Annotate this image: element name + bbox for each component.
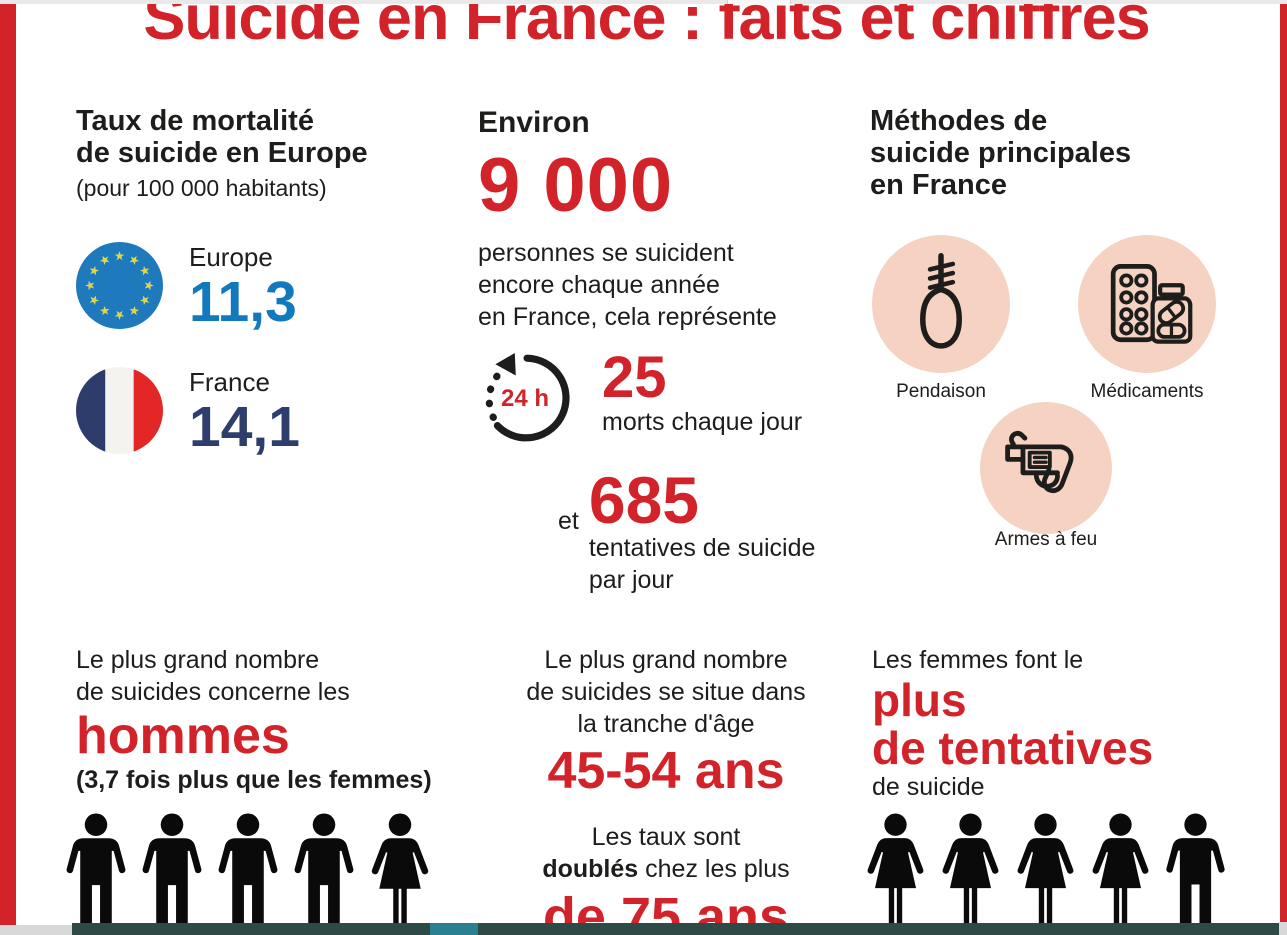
mortality-section: Taux de mortalité de suicide en Europe (…	[76, 105, 468, 459]
daily-deaths-value: 25	[602, 345, 667, 411]
man-icon	[66, 813, 126, 931]
mortality-heading-line2: de suicide en Europe	[76, 136, 368, 169]
annual-desc-line3: en France, cela représente	[478, 302, 777, 331]
mortality-subheading: (pour 100 000 habitants)	[76, 174, 327, 201]
men-note: (3,7 fois plus que les femmes)	[76, 766, 432, 795]
europe-label: Europe	[189, 241, 273, 272]
eu-flag-icon	[76, 241, 163, 329]
daily-deaths-label: morts chaque jour	[602, 408, 803, 437]
woman-icon	[371, 813, 429, 931]
page-title: Suicide en France : faits et chiffres	[143, 0, 1150, 53]
daily-attempts-row: et 685 tentatives de suicide par jour	[478, 467, 874, 597]
browser-chrome-strip	[0, 0, 1287, 4]
pills-icon	[1110, 264, 1193, 344]
annual-intro: Environ	[478, 106, 590, 139]
right-accent-bar	[1280, 0, 1287, 922]
revolver-icon	[1005, 430, 1074, 494]
man-icon	[142, 813, 202, 931]
daily-attempts-value: 685	[588, 463, 699, 538]
age-line4: Les taux sont	[591, 823, 741, 852]
france-rate-value: 14,1	[189, 394, 300, 459]
daily-deaths-row: 24 h 25 morts chaque jour	[478, 345, 874, 445]
age-highlight: 45-54 ans	[547, 742, 785, 801]
men-line2: de suicides concerne les	[76, 677, 350, 706]
annual-desc-line2: encore chaque année	[478, 270, 720, 299]
age-statistic-block: Le plus grand nombre de suicides se situ…	[470, 645, 862, 935]
women-highlight-line1: plus	[872, 673, 967, 726]
method-circle-hanging	[872, 235, 1010, 373]
attempts-prefix: et	[558, 507, 579, 536]
women-figures-row	[858, 813, 1250, 931]
age-line5-rest: chez les plus	[638, 855, 790, 883]
annual-desc-line1: personnes se suicident	[478, 239, 734, 267]
attempts-label-line2: par jour	[588, 566, 674, 594]
methods-icons: Pendaison Médicaments	[870, 235, 1270, 565]
woman-icon	[867, 813, 924, 930]
annual-section: Environ 9 000 personnes se suicident enc…	[478, 106, 874, 597]
man-icon	[1166, 813, 1225, 930]
mortality-heading-line1: Taux de mortalité	[76, 105, 314, 137]
methods-heading-line3: en France	[870, 168, 1007, 201]
france-label: France	[189, 366, 270, 397]
viewer-toolbar-accent	[430, 923, 478, 935]
europe-rate-row: Europe 11,3	[76, 241, 468, 334]
age-line2: de suicides se situe dans	[526, 677, 806, 706]
men-statistic-block: Le plus grand nombre de suicides concern…	[76, 645, 468, 795]
women-statistic-block: Les femmes font le plus de tentatives de…	[872, 645, 1254, 804]
age-line3: la tranche d'âge	[577, 709, 755, 738]
woman-icon	[1017, 813, 1074, 930]
method-label-firearms: Armes à feu	[994, 529, 1098, 550]
men-figures-row	[58, 813, 450, 932]
noose-icon	[920, 253, 962, 349]
woman-icon	[942, 813, 999, 930]
age-bold-word: doublés	[542, 855, 639, 883]
methods-heading-line1: Méthodes de	[870, 105, 1048, 137]
age-line1: Le plus grand nombre	[544, 646, 788, 674]
bottom-right-corner	[1279, 922, 1287, 935]
attempts-label-line1: tentatives de suicide	[588, 534, 816, 563]
method-label-hanging: Pendaison	[896, 381, 986, 402]
method-circle-medication	[1078, 235, 1216, 373]
women-line2: de suicide	[872, 773, 985, 802]
methods-heading-line2: suicide principales	[870, 136, 1132, 169]
women-line1: Les femmes font le	[872, 646, 1084, 674]
browser-chrome-tab-edge	[727, 0, 791, 4]
france-rate-row: France 14,1	[76, 366, 468, 459]
clock-label: 24 h	[500, 385, 550, 413]
men-highlight: hommes	[76, 706, 290, 765]
method-label-medication: Médicaments	[1090, 381, 1204, 402]
woman-icon	[1092, 813, 1149, 930]
bottom-left-corner	[0, 925, 72, 935]
man-icon	[218, 813, 278, 931]
method-circle-firearms	[980, 402, 1112, 534]
methods-section: Méthodes de suicide principales en Franc…	[870, 105, 1238, 202]
man-icon	[294, 813, 354, 931]
europe-rate-value: 11,3	[189, 269, 297, 334]
france-flag-icon	[76, 366, 163, 454]
women-highlight-line2: de tentatives	[872, 721, 1154, 774]
men-line1: Le plus grand nombre	[76, 646, 320, 674]
annual-number: 9 000	[478, 143, 674, 228]
clock-24h-icon: 24 h	[478, 351, 572, 445]
viewer-toolbar[interactable]	[72, 923, 1287, 935]
left-accent-bar	[0, 0, 16, 925]
